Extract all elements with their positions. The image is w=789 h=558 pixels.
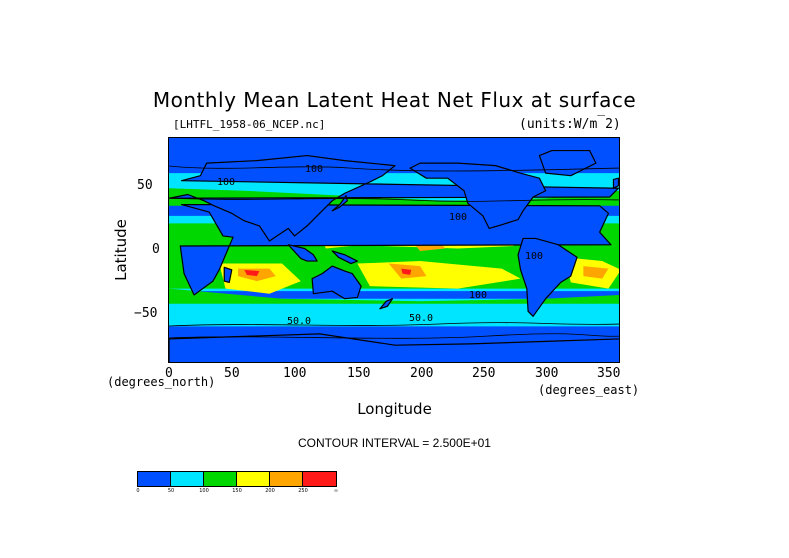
contour-label: 100 <box>469 290 487 301</box>
x-axis-title: Longitude <box>357 400 432 418</box>
heatmap-map: 100 100 100 100 100 50.0 50.0 <box>169 138 619 362</box>
continent-outline <box>223 266 233 283</box>
contour-line <box>169 197 619 202</box>
colorbar-swatch <box>204 472 237 486</box>
flux-region <box>169 288 619 304</box>
y-axis-units: (degrees_north) <box>107 375 216 389</box>
colorbar-swatch <box>138 472 171 486</box>
heatmap-plot-area: 100 100 100 100 100 50.0 50.0 <box>168 137 620 363</box>
flux-region <box>169 298 619 327</box>
colorbar-swatch <box>270 472 303 486</box>
x-tick-label: 350 <box>597 366 621 381</box>
colorbar-level-label: ∞ <box>333 488 339 494</box>
contour-label: 100 <box>305 164 323 175</box>
flux-region <box>583 266 609 279</box>
colorbar-level-label: 250 <box>298 488 308 494</box>
contour-line <box>169 322 619 327</box>
continent-outline <box>311 265 362 300</box>
y-tick-label: −50 <box>134 306 158 321</box>
x-tick-label: 0 <box>165 366 173 381</box>
x-tick-label: 150 <box>347 366 371 381</box>
contour-label: 50.0 <box>409 313 433 324</box>
contour-label: 50.0 <box>287 316 311 327</box>
x-tick-label: 300 <box>535 366 559 381</box>
colorbar-swatch <box>171 472 204 486</box>
contour-label: 100 <box>525 251 543 262</box>
x-axis-units: (degrees_east) <box>538 383 640 397</box>
continent-outline <box>331 250 358 265</box>
contour-line <box>169 165 619 172</box>
continent-outline <box>409 162 547 230</box>
colorbar-swatch <box>303 472 336 486</box>
x-tick-label: 200 <box>410 366 434 381</box>
continent-outline <box>517 237 578 317</box>
colorbar-level-label: 150 <box>232 488 242 494</box>
colorbar-swatch <box>237 472 270 486</box>
flux-region <box>244 269 260 277</box>
continent-outline <box>379 298 394 310</box>
contour-interval-label: CONTOUR INTERVAL = 2.500E+01 <box>298 436 491 450</box>
continent-outline <box>169 333 619 362</box>
contour-line <box>169 333 619 339</box>
y-tick-label: 0 <box>152 242 160 257</box>
continent-outline <box>287 244 318 262</box>
colorbar-level-label: 0 <box>136 488 140 494</box>
x-tick-label: 50 <box>224 366 240 381</box>
contour-label: 100 <box>217 177 235 188</box>
flux-region <box>401 268 412 275</box>
continent-outline <box>612 177 619 189</box>
colorbar <box>137 471 337 487</box>
units-label: (units:W/m‾2) <box>519 114 621 132</box>
chart-title: Monthly Mean Latent Heat Net Flux at sur… <box>152 88 637 112</box>
x-tick-label: 250 <box>472 366 496 381</box>
colorbar-level-label: 100 <box>199 488 209 494</box>
continent-outline <box>169 154 619 242</box>
file-label: [LHTFL_1958-06_NCEP.nc] <box>173 118 326 131</box>
x-tick-label: 100 <box>283 366 307 381</box>
colorbar-level-label: 50 <box>167 488 175 494</box>
superscript-marker: ‾ <box>597 114 606 129</box>
continent-outline <box>331 195 348 212</box>
y-tick-label: 50 <box>137 178 153 193</box>
colorbar-level-label: 200 <box>265 488 275 494</box>
y-axis-title: Latitude <box>112 219 130 281</box>
contour-label: 100 <box>449 212 467 223</box>
